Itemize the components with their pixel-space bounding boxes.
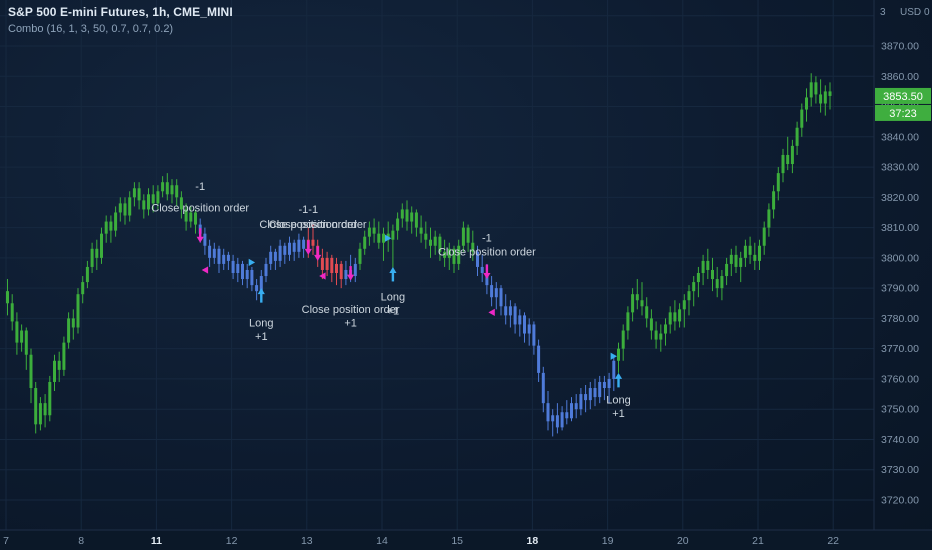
bar-countdown-value: 37:23 <box>889 108 917 120</box>
price-tick-label: 3750.00 <box>881 404 919 416</box>
trade-annotation-label: Long <box>381 292 405 304</box>
price-tick-label: 3800.00 <box>881 252 919 264</box>
time-axis[interactable]: 7 8 11 12 13 14 15 18 19 20 21 22 <box>0 529 932 550</box>
trade-annotation-label: Close position order <box>438 246 536 258</box>
price-tick-label: 3870.00 <box>881 41 919 53</box>
axis-header-label: 0 <box>924 7 930 18</box>
sell-fill-icon <box>488 308 495 316</box>
chart-legend: S&P 500 E-mini Futures, 1h, CME_MINI Com… <box>8 5 233 35</box>
price-tick-label: 3860.00 <box>881 71 919 83</box>
trade-annotation-label: Close position order <box>269 219 367 231</box>
trade-annotation-label: Long <box>249 317 273 329</box>
last-price-badge: 3853.50 37:23 <box>875 87 931 121</box>
time-tick-label: 18 <box>527 535 539 547</box>
close-order-arrow-icon <box>304 248 312 255</box>
price-axis[interactable]: 3720.00 3730.00 3740.00 3750.00 3760.00 3770.… <box>873 0 930 550</box>
time-tick-label: 11 <box>151 535 162 547</box>
long-entry-arrow-icon <box>614 372 623 379</box>
trade-annotation-label: Close position order <box>259 219 357 231</box>
trade-annotation-label: -1 <box>195 181 205 193</box>
close-order-arrow-icon <box>483 273 491 280</box>
price-tick-label: 3740.00 <box>881 434 919 446</box>
trade-annotation-label: +1 <box>255 331 268 343</box>
indicator-legend[interactable]: Combo (16, 1, 3, 50, 0.7, 0.7, 0.2) <box>8 23 174 35</box>
trade-annotation-label: +1 <box>387 305 400 317</box>
price-tick-label: 3760.00 <box>881 373 919 385</box>
time-tick-label: 7 <box>3 535 9 547</box>
price-tick-label: 3820.00 <box>881 192 919 204</box>
trade-annotation-label: Close position order <box>302 304 400 316</box>
close-order-arrow-icon <box>196 236 204 243</box>
sell-fill-icon <box>201 266 209 274</box>
trade-annotation-label: +1 <box>344 317 357 329</box>
symbol-title[interactable]: S&P 500 E-mini Futures, 1h, CME_MINI <box>8 5 233 19</box>
price-tick-label: 3770.00 <box>881 343 919 355</box>
grid-lines <box>0 0 874 530</box>
price-tick-label: 3720.00 <box>881 495 919 507</box>
time-tick-label: 8 <box>78 535 84 547</box>
countdown-badge <box>875 104 931 121</box>
price-tick-label: 3810.00 <box>881 222 919 234</box>
time-tick-label: 15 <box>451 535 463 547</box>
close-order-arrow-icon <box>347 274 355 281</box>
long-entry-arrow-icon <box>257 288 265 295</box>
time-tick-label: 12 <box>226 535 238 547</box>
axis-header-label: 3 <box>880 7 886 18</box>
price-tick-label: 3780.00 <box>881 313 919 325</box>
buy-fill-icon <box>248 258 256 267</box>
time-tick-label: 19 <box>602 535 614 547</box>
price-tick-label: 3790.00 <box>881 283 919 295</box>
trade-annotation-label: -1-1 <box>299 204 319 216</box>
price-tick-label: 3840.00 <box>881 131 919 143</box>
buy-fill-icon <box>385 234 392 242</box>
trade-annotation-label: Long <box>606 395 630 407</box>
trade-annotation-label: Close position order <box>151 202 249 214</box>
close-order-arrow-icon <box>314 254 322 261</box>
long-entry-arrow-icon <box>389 266 397 273</box>
sell-fill-icon <box>319 272 326 280</box>
buy-fill-icon <box>610 352 617 360</box>
time-tick-label: 13 <box>301 535 313 547</box>
axis-header-label: USD <box>900 7 921 18</box>
time-tick-label: 22 <box>827 535 839 547</box>
time-tick-label: 20 <box>677 535 689 547</box>
trade-annotation-label: +1 <box>612 408 625 420</box>
time-tick-label: 21 <box>752 535 764 547</box>
last-price-value: 3853.50 <box>883 91 923 103</box>
price-tick-label: 3730.00 <box>881 464 919 476</box>
price-tick-label: 3830.00 <box>881 162 919 174</box>
trade-annotation-label: -1 <box>482 233 492 245</box>
time-tick-label: 14 <box>376 535 388 547</box>
candles-layer <box>6 73 832 437</box>
